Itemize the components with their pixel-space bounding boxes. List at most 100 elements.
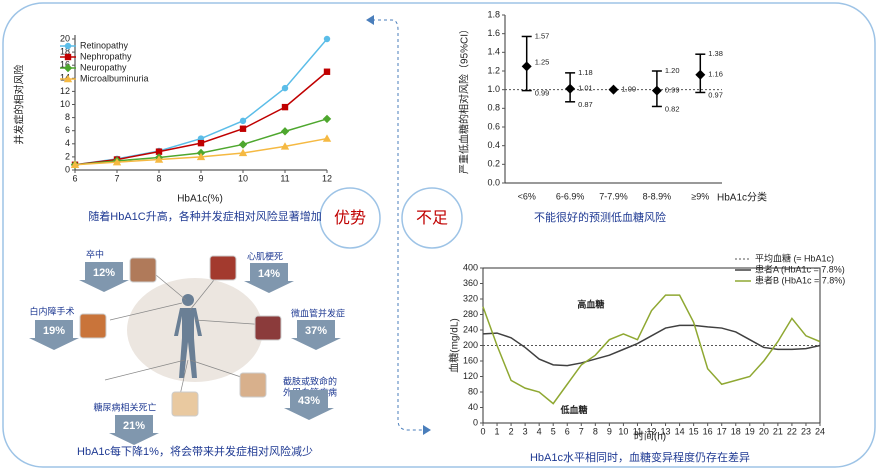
y-tick-label: 10 [60,99,70,109]
x-tick-label: 19 [745,426,755,436]
disadvantage-circle [401,187,463,249]
y-axis-label: 血糖(mg/dL) [448,318,461,372]
connector [372,19,425,431]
y-tick-label: 1.6 [487,28,500,38]
y-tick-label: 120 [463,371,478,381]
disadvantage: 不足 [416,210,448,227]
marker [322,114,332,124]
marker [323,35,331,43]
item-value: 12% [93,267,115,279]
x-tick-label: 3 [523,426,528,436]
x-tick-label: 15 [689,426,699,436]
x-tick-label: 8 [593,426,598,436]
point [608,84,619,95]
y-tick-label: 200 [463,340,478,350]
marker [280,142,290,150]
point [521,61,532,72]
lower-label: 0.99 [535,89,550,98]
item-label: 心肌梗死 [247,250,283,261]
upper-label: 1.20 [665,66,680,75]
x-tick-label: 6 [565,426,570,436]
y-tick-label: 8 [65,112,70,122]
marker [64,42,72,50]
lower-label: 0.87 [578,100,593,109]
marker [280,127,290,136]
y-tick-label: 14 [60,73,70,83]
y-tick-label: 6 [65,125,70,135]
icon [79,313,107,339]
x-tick-label: 10 [618,426,628,436]
y-tick-label: 1.0 [487,84,500,94]
down-arrow [284,390,334,420]
legend-label: Microalbuminuria [80,73,149,83]
down-arrow [109,415,159,445]
value-label: 1.00 [622,85,637,94]
marker [64,53,72,61]
y-tick-label: 0 [65,164,70,174]
x-tick-label: ≥9% [691,191,709,201]
icon [254,315,282,341]
x-tick-label: 5 [551,426,556,436]
y-tick-label: 1.4 [487,47,500,57]
marker [63,74,73,83]
y-tick-label: 1.8 [487,9,500,19]
annotation: 高血糖 [577,299,604,310]
legend-label: 平均血糖 (≈ HbA1c) [755,252,834,263]
y-tick-label: 4 [65,138,70,148]
y-tick-label: 0.4 [487,140,500,150]
y-tick-label: 280 [463,309,478,319]
item-label: 糖尿病相关死亡 [93,401,156,412]
y-tick-label: 16 [60,60,70,70]
x-tick-label: 7 [114,173,119,183]
item-value: 14% [258,268,280,280]
y-tick-label: 0.6 [487,121,500,131]
item-label: 白内障手术 [29,305,74,316]
icon [129,257,157,283]
x-tick-label: 22 [787,426,797,436]
series-line [482,324,821,367]
x-tick-label: 13 [661,426,671,436]
x-tick-label: 11 [633,426,642,436]
item-value: 37% [305,325,327,337]
arrow-right [423,425,431,435]
x-tick-label: 2 [509,426,514,436]
y-tick-label: 2 [65,151,70,161]
y-tick-label: 18 [60,46,70,56]
value-label: 1.25 [535,57,550,66]
x-tick-label: 8 [156,173,161,183]
y-tick-label: 0.0 [487,177,500,187]
item-value: 43% [298,395,320,407]
x-tick-label: 7 [579,426,584,436]
marker [63,63,73,73]
legend-label: Neuropathy [80,62,127,72]
y-tick-label: 400 [463,262,478,272]
caption: 随着HbA1C升高，各种并发症相对风险显著增加 [88,209,321,223]
marker [239,117,247,125]
y-axis-label: 并发症的相对风险 [13,65,26,145]
icon [171,391,199,417]
icon [239,372,267,398]
caption: HbA1c水平相同时，血糖变异程度仍存在差异 [530,450,750,464]
marker [281,84,289,92]
item-label: 卒中 [86,248,104,259]
advantage-circle [319,187,381,249]
y-tick-label: 80 [468,386,478,396]
annotation: 低血糖 [559,404,587,415]
y-axis-label: 严重低血糖的相对风险（95%CI） [458,24,471,174]
x-tick-label: 12 [646,426,656,436]
marker [155,148,163,155]
x-tick-label: 24 [815,426,825,436]
x-tick-label: 18 [731,426,741,436]
y-tick-label: 240 [463,324,478,334]
marker [197,139,205,147]
item-value: 21% [123,420,145,432]
item-value: 19% [43,325,65,337]
series-line [482,294,821,405]
x-tick-label: 4 [537,426,542,436]
x-tick-label: 12 [322,173,332,183]
y-tick-label: 0.8 [487,103,500,113]
caption: HbA1c每下降1%，将会带来并发症相对风险减少 [77,444,313,458]
point [651,85,662,96]
arrow-left [366,15,374,25]
